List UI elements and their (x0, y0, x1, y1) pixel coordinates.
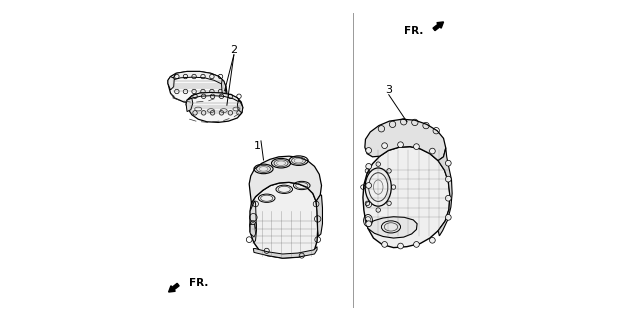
Text: 1: 1 (254, 141, 261, 151)
Circle shape (445, 214, 451, 220)
Polygon shape (250, 201, 257, 243)
Polygon shape (168, 76, 174, 90)
Circle shape (366, 164, 372, 169)
Polygon shape (365, 217, 417, 238)
Circle shape (382, 242, 387, 247)
Circle shape (445, 196, 451, 201)
Circle shape (382, 143, 387, 148)
Text: FR.: FR. (404, 26, 423, 36)
Circle shape (366, 183, 372, 188)
Circle shape (366, 148, 372, 153)
Circle shape (398, 142, 403, 148)
Polygon shape (253, 247, 317, 258)
Text: 2: 2 (230, 45, 238, 55)
Polygon shape (250, 224, 255, 237)
Polygon shape (187, 92, 240, 103)
Circle shape (445, 160, 451, 166)
Polygon shape (170, 71, 224, 84)
Polygon shape (249, 156, 321, 203)
Polygon shape (186, 98, 193, 112)
Circle shape (414, 144, 420, 149)
Polygon shape (365, 119, 446, 161)
Circle shape (430, 237, 435, 243)
FancyArrow shape (433, 22, 443, 31)
Circle shape (414, 242, 420, 247)
Polygon shape (363, 147, 450, 248)
Polygon shape (221, 80, 226, 96)
Circle shape (445, 176, 451, 182)
Polygon shape (168, 71, 227, 103)
Circle shape (398, 243, 403, 249)
Text: 3: 3 (385, 85, 392, 95)
Polygon shape (186, 92, 243, 123)
Polygon shape (438, 148, 452, 236)
Polygon shape (250, 182, 318, 258)
Polygon shape (237, 100, 243, 113)
Circle shape (366, 202, 372, 207)
Polygon shape (316, 195, 323, 236)
Text: FR.: FR. (189, 278, 209, 288)
Circle shape (430, 148, 435, 154)
Circle shape (366, 221, 372, 227)
FancyArrow shape (169, 283, 179, 292)
